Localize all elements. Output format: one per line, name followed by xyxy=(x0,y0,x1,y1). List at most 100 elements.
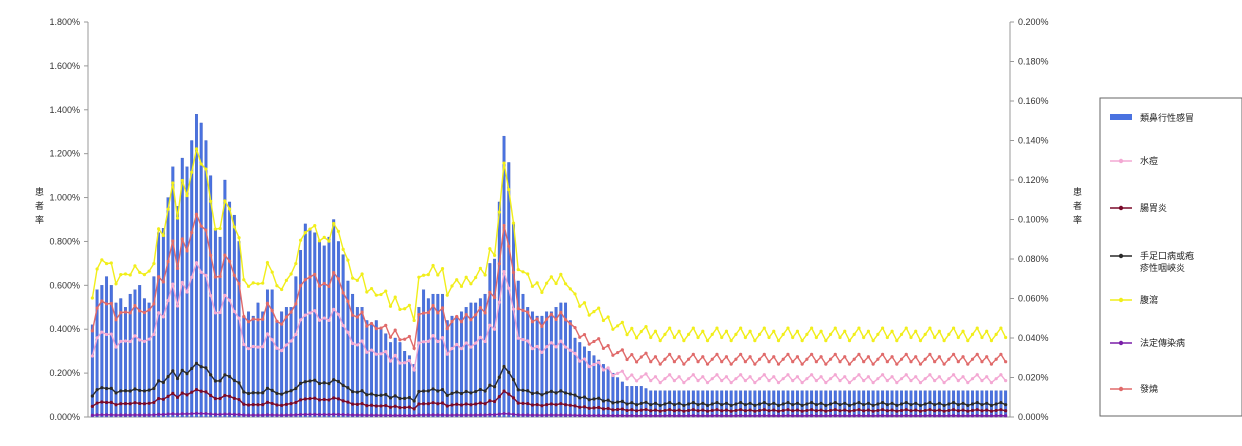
legend-box xyxy=(1099,97,1242,417)
line-point xyxy=(592,413,596,418)
line-point xyxy=(289,402,293,406)
line-point xyxy=(677,401,681,405)
line-point xyxy=(360,310,364,314)
line-point xyxy=(280,349,284,353)
line-point xyxy=(379,292,383,297)
line-point xyxy=(100,258,104,262)
line-point xyxy=(497,262,501,266)
line-point xyxy=(559,389,563,393)
line-point xyxy=(819,329,823,333)
line-point xyxy=(218,396,222,401)
line-point xyxy=(847,381,852,385)
line-point xyxy=(374,327,378,331)
line-point xyxy=(280,287,284,292)
line-point xyxy=(431,303,435,308)
line-point xyxy=(757,377,762,381)
line-point xyxy=(578,413,582,417)
line-point xyxy=(724,408,729,412)
line-point xyxy=(644,400,648,404)
line-point xyxy=(488,290,492,294)
line-point xyxy=(866,414,871,418)
line-point xyxy=(871,362,875,366)
line-point xyxy=(157,379,161,383)
line-point xyxy=(696,414,700,418)
line-point xyxy=(270,401,274,406)
left-tick-label: 1.400% xyxy=(49,105,80,115)
line-point xyxy=(975,401,979,405)
line-point xyxy=(209,412,213,416)
line-point xyxy=(398,413,402,418)
line-point xyxy=(753,403,757,407)
line-point xyxy=(904,401,908,405)
line-point xyxy=(739,373,743,377)
line-point xyxy=(298,238,303,242)
line-point xyxy=(814,414,818,418)
line-point xyxy=(128,339,132,344)
bar xyxy=(251,315,255,418)
line-point xyxy=(710,408,714,413)
line-point xyxy=(937,355,941,359)
line-point xyxy=(237,412,241,417)
bar xyxy=(138,285,142,418)
line-point xyxy=(492,295,497,300)
line-point xyxy=(611,373,615,378)
line-point xyxy=(365,350,369,354)
line-point xyxy=(341,323,345,328)
line-point xyxy=(346,386,350,390)
line-point xyxy=(904,408,908,412)
line-point xyxy=(237,236,241,240)
line-point xyxy=(388,335,393,339)
line-point xyxy=(412,346,416,350)
line-point xyxy=(303,380,307,384)
bar xyxy=(218,236,222,418)
line-point xyxy=(322,281,326,286)
line-point xyxy=(890,355,894,359)
line-point xyxy=(833,414,837,418)
line-point xyxy=(601,346,606,350)
line-point xyxy=(261,317,265,321)
line-point xyxy=(601,399,606,403)
line-point xyxy=(213,275,217,279)
line-point xyxy=(426,402,430,406)
line-point xyxy=(999,408,1003,412)
line-point xyxy=(119,339,123,343)
line-point xyxy=(649,360,653,364)
line-point xyxy=(355,343,359,347)
line-point xyxy=(530,320,535,324)
line-point xyxy=(634,403,639,407)
line-point xyxy=(918,339,923,343)
line-point xyxy=(516,336,520,340)
line-point xyxy=(904,373,908,377)
bar xyxy=(597,359,601,418)
legend-marker xyxy=(1118,297,1124,303)
line-point xyxy=(862,414,866,418)
line-point xyxy=(748,375,752,379)
line-point xyxy=(928,408,932,412)
line-point xyxy=(601,368,606,372)
line-point xyxy=(772,329,776,333)
line-point xyxy=(445,352,449,356)
line-point xyxy=(119,273,123,277)
line-point xyxy=(705,409,710,413)
line-point xyxy=(440,388,445,392)
line-point xyxy=(1004,409,1008,413)
line-point xyxy=(970,408,975,413)
line-point xyxy=(398,396,402,401)
line-point xyxy=(284,315,288,319)
line-point xyxy=(175,216,180,220)
line-point xyxy=(833,373,837,377)
line-point xyxy=(871,381,875,385)
line-point xyxy=(871,414,875,418)
line-point xyxy=(227,412,232,416)
line-point xyxy=(956,409,960,413)
line-point xyxy=(398,406,402,410)
line-point xyxy=(824,339,828,343)
bar xyxy=(119,298,123,418)
line-point xyxy=(748,401,752,405)
line-point xyxy=(970,402,975,406)
line-point xyxy=(511,396,516,400)
line-point xyxy=(388,413,393,417)
line-point xyxy=(942,403,946,407)
line-point xyxy=(223,293,227,297)
line-point xyxy=(852,357,856,361)
